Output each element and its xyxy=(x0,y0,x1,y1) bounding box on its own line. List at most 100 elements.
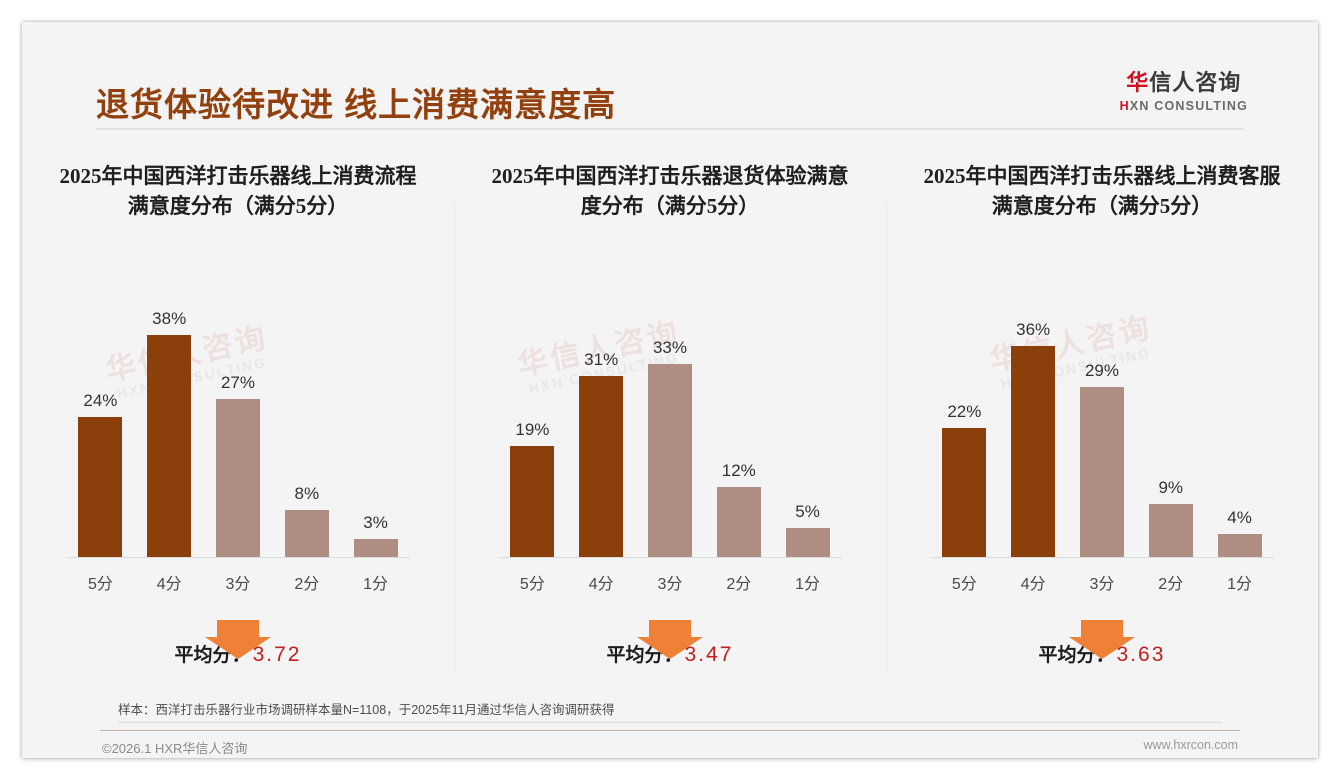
x-tick-label: 3分 xyxy=(657,576,683,593)
bar-item[interactable]: 22% xyxy=(930,278,999,557)
bar[interactable] xyxy=(1217,534,1262,557)
x-tick-label: 5分 xyxy=(951,576,977,593)
slide-header: 退货体验待改进 线上消费满意度高 华信人咨询 HXN CONSULTING xyxy=(22,22,1318,130)
logo-rest-chars: 信人咨询 xyxy=(1149,70,1242,95)
x-axis-line xyxy=(929,557,1274,558)
bar-value-label: 38% xyxy=(152,309,187,328)
bar[interactable] xyxy=(78,417,123,557)
arrow-head xyxy=(636,637,703,659)
bar-item[interactable]: 24% xyxy=(66,278,135,557)
arrow-head xyxy=(204,637,271,659)
page-title: 退货体验待改进 线上消费满意度高 xyxy=(96,86,617,123)
bar[interactable] xyxy=(215,399,260,557)
sample-footnote: 样本：西洋打击乐器行业市场调研样本量N=1108，于2025年11月通过华信人咨… xyxy=(118,703,615,717)
x-tick-label: 2分 xyxy=(294,576,320,593)
slide-frame: 退货体验待改进 线上消费满意度高 华信人咨询 HXN CONSULTING 20… xyxy=(22,22,1318,758)
bar-item[interactable]: 12% xyxy=(704,278,773,557)
bar-item[interactable]: 5% xyxy=(773,278,842,557)
x-axis-labels: 5分 4分 3分 2分 1分 xyxy=(66,570,410,594)
bar[interactable] xyxy=(942,428,987,557)
bar[interactable] xyxy=(1148,504,1193,557)
bar-value-label: 5% xyxy=(795,502,820,521)
chart-title: 2025年中国西洋打击乐器线上消费客服满意度分布（满分5分） xyxy=(923,164,1281,218)
x-tick-label: 3分 xyxy=(1089,576,1115,593)
arrow-stem xyxy=(648,620,691,637)
bar-value-label: 33% xyxy=(652,338,687,357)
bar-value-label: 19% xyxy=(515,420,550,439)
chart-title: 2025年中国西洋打击乐器退货体验满意度分布（满分5分） xyxy=(491,164,849,218)
bar-item[interactable]: 31% xyxy=(567,278,636,557)
logo-en-rest: XN CONSULTING xyxy=(1129,99,1248,113)
x-tick-label: 5分 xyxy=(87,576,113,593)
bar-group: 22% 36% 29% 9% 4% xyxy=(930,278,1274,557)
panel-divider xyxy=(885,202,887,672)
bar-item[interactable]: 8% xyxy=(272,278,341,557)
bar[interactable] xyxy=(716,487,761,557)
panel-divider xyxy=(453,202,455,672)
bar[interactable] xyxy=(510,446,555,557)
x-axis-line xyxy=(66,557,410,558)
arrow-stem xyxy=(216,620,259,637)
bar-value-label: 3% xyxy=(363,513,388,532)
bar[interactable] xyxy=(785,528,830,557)
x-tick-label: 1分 xyxy=(1227,576,1252,593)
x-tick-label: 4分 xyxy=(588,576,614,593)
bar-item[interactable]: 38% xyxy=(135,278,204,557)
bar-value-label: 27% xyxy=(220,373,255,392)
logo-english-text: HXN CONSULTING xyxy=(1120,100,1248,113)
bar[interactable] xyxy=(147,335,192,557)
bar[interactable] xyxy=(284,510,329,557)
bar-item[interactable]: 27% xyxy=(204,278,273,557)
x-axis-labels: 5分 4分 3分 2分 1分 xyxy=(930,570,1274,594)
bar-value-label: 8% xyxy=(294,484,320,503)
bar-value-label: 22% xyxy=(947,402,982,421)
bar-item[interactable]: 33% xyxy=(636,278,705,557)
footer-copyright: ©2026.1 HXR华信人咨询 xyxy=(102,741,248,756)
bar[interactable] xyxy=(579,376,624,557)
arrow-stem xyxy=(1080,620,1123,637)
x-tick-label: 1分 xyxy=(795,576,821,593)
x-tick-label: 4分 xyxy=(156,576,182,593)
x-axis-line xyxy=(497,557,842,558)
bar-value-label: 29% xyxy=(1084,361,1119,380)
bar-value-label: 12% xyxy=(721,461,756,480)
footnote-divider xyxy=(118,722,1222,723)
bar[interactable] xyxy=(1011,346,1056,557)
bar-group: 24% 38% 27% 8% 3% xyxy=(66,278,410,557)
bar-item[interactable]: 9% xyxy=(1136,278,1205,557)
bar-value-label: 31% xyxy=(584,350,619,369)
header-divider xyxy=(96,128,1244,130)
logo-en-accent-char: H xyxy=(1119,99,1130,113)
company-logo: 华信人咨询 HXN CONSULTING xyxy=(1120,72,1248,113)
x-tick-label: 4分 xyxy=(1020,576,1046,593)
logo-accent-char: 华 xyxy=(1126,70,1150,95)
bar-item[interactable]: 19% xyxy=(498,278,567,557)
bar[interactable] xyxy=(353,539,398,557)
bar-group: 19% 31% 33% 12% 5% xyxy=(498,278,842,557)
chart-plot-area: 华信人咨询 HXN CONSULTING 19% 31% 33% 12% 5% xyxy=(497,278,842,558)
footer-divider xyxy=(100,730,1240,731)
bar[interactable] xyxy=(647,364,692,557)
bar-value-label: 36% xyxy=(1016,320,1051,339)
footer-website[interactable]: www.hxrcon.com xyxy=(1143,738,1238,752)
x-axis-labels: 5分 4分 3分 2分 1分 xyxy=(498,570,842,594)
x-tick-label: 1分 xyxy=(363,576,389,593)
chart-panel-3: 2025年中国西洋打击乐器线上消费客服满意度分布（满分5分） 华信人咨询 HXN C… xyxy=(885,162,1318,672)
bar-value-label: 24% xyxy=(83,391,118,410)
x-tick-label: 2分 xyxy=(726,576,752,593)
chart-panel-2: 2025年中国西洋打击乐器退货体验满意度分布（满分5分） 华信人咨询 HXN CON… xyxy=(453,162,886,672)
bar-value-label: 4% xyxy=(1227,508,1252,527)
bar-item[interactable]: 3% xyxy=(341,278,410,557)
chart-title: 2025年中国西洋打击乐器线上消费流程满意度分布（满分5分） xyxy=(59,164,417,218)
bar-value-label: 9% xyxy=(1158,478,1184,497)
x-tick-label: 3分 xyxy=(225,576,251,593)
arrow-head xyxy=(1068,637,1135,659)
bar[interactable] xyxy=(1079,387,1124,557)
x-tick-label: 5分 xyxy=(519,576,545,593)
bar-item[interactable]: 4% xyxy=(1205,278,1274,557)
bar-item[interactable]: 29% xyxy=(1068,278,1137,557)
bar-item[interactable]: 36% xyxy=(999,278,1068,557)
